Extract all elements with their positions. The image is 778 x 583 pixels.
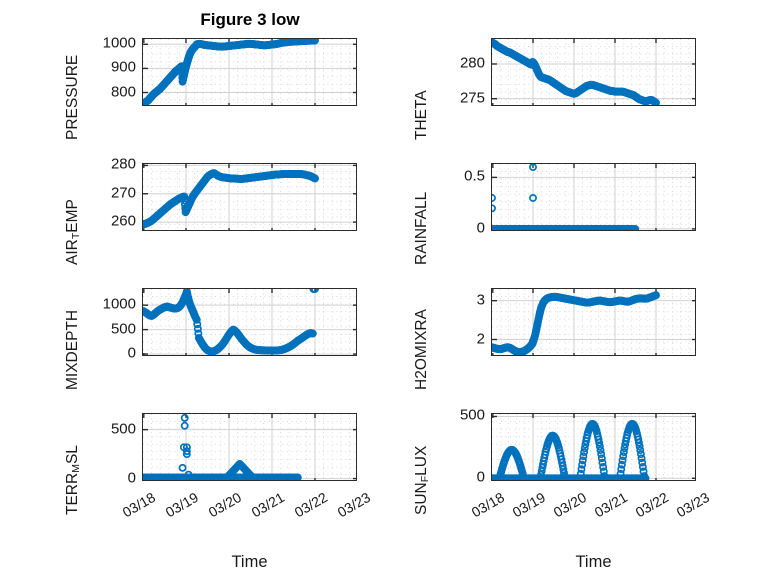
- x-tick-label: 03/19: [162, 489, 201, 521]
- y-tick-label: 280: [110, 155, 136, 173]
- x-tick-label: 03/21: [248, 489, 287, 521]
- y-axis-label-sun-flux: SUNFLUX: [413, 445, 431, 515]
- y-tick-label: 3: [476, 291, 485, 309]
- y-tick-label: 1000: [102, 295, 136, 313]
- y-tick-label: 500: [459, 406, 485, 424]
- y-tick-label: 2: [476, 330, 485, 347]
- y-tick-label: 0: [127, 469, 136, 487]
- y-tick-label: 1000: [102, 34, 136, 52]
- plot-area-h2omixra: [491, 288, 696, 356]
- y-tick-label: 0: [476, 468, 485, 486]
- y-tick-label: 0: [127, 344, 136, 362]
- x-axis-label: Time: [575, 553, 612, 571]
- figure-title: Figure 3 low: [200, 10, 300, 29]
- plot-area-sun-flux: [491, 413, 696, 481]
- y-axis-label-air-temp: AIRTEMP: [64, 199, 82, 265]
- y-tick-label: 900: [110, 58, 136, 76]
- x-tick-label: 03/20: [205, 489, 244, 521]
- y-axis-label-pressure: PRESSURE: [64, 54, 81, 140]
- plot-area-air-temp: [142, 163, 357, 231]
- plot-area-rainfall: [491, 163, 696, 231]
- x-axis-label: Time: [231, 553, 268, 571]
- y-axis-label-theta: THETA: [413, 90, 430, 140]
- y-axis-label-rainfall: RAINFALL: [413, 191, 430, 265]
- y-axis-label-h2omixra: H2OMIXRA: [413, 309, 430, 390]
- plot-area-terr-msl: [142, 413, 357, 481]
- y-tick-label: 500: [110, 320, 136, 338]
- y-tick-label: 800: [110, 83, 136, 101]
- y-tick-label: 500: [110, 420, 136, 438]
- plot-area-theta: [491, 38, 696, 106]
- x-tick-label: 03/23: [334, 489, 373, 521]
- y-tick-label: 275: [459, 89, 485, 107]
- y-tick-label: 270: [110, 184, 136, 202]
- plot-area-pressure: [142, 38, 357, 106]
- y-tick-label: 0: [476, 219, 485, 237]
- plot-area-mixdepth: [142, 288, 357, 356]
- x-tick-label: 03/18: [119, 489, 158, 521]
- y-tick-label: 280: [459, 54, 485, 72]
- y-axis-label-terr-msl: TERRMSL: [64, 445, 82, 515]
- y-axis-label-mixdepth: MIXDEPTH: [64, 309, 81, 390]
- x-tick-label: 03/22: [291, 489, 330, 521]
- y-tick-label: 260: [110, 212, 136, 230]
- y-tick-label: 0.5: [464, 167, 485, 185]
